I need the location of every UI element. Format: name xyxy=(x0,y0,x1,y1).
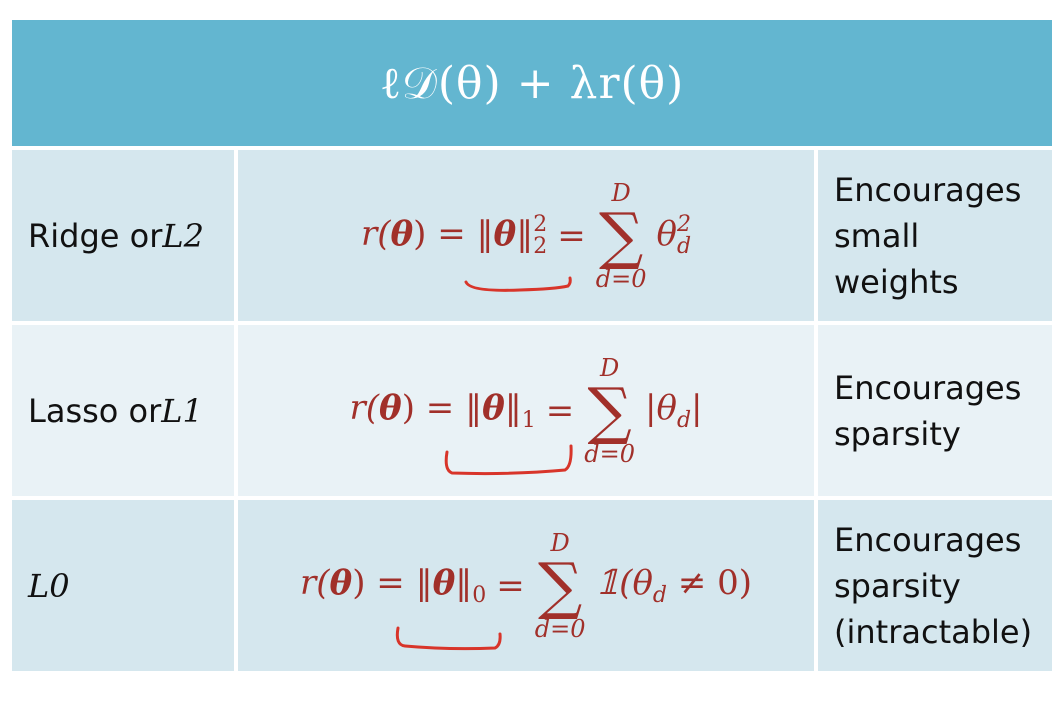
description-line: small xyxy=(834,216,920,255)
row-name-var: L1 xyxy=(161,391,203,430)
table-row-lasso: Lasso or L1 r(θ) = ‖θ‖1 = D ∑ d=0 |θd| E… xyxy=(12,325,1052,496)
summation-symbol: D ∑ d=0 xyxy=(534,528,586,643)
description-line: sparsity xyxy=(834,414,961,453)
description-line: Encourages xyxy=(834,170,1022,209)
row-name-cell: L0 xyxy=(12,500,234,671)
row-name-cell: Ridge or L2 xyxy=(12,150,234,321)
description-line: Encourages xyxy=(834,368,1022,407)
description-line: sparsity xyxy=(834,566,961,605)
row-name-var: L0 xyxy=(28,566,70,605)
lasso-formula: r(θ) = ‖θ‖1 = D ∑ d=0 |θd| xyxy=(349,353,703,468)
regularization-table: ℓ𝒟(θ) + λr(θ) Ridge or L2 r(θ) = ‖θ‖ 2 2 =… xyxy=(12,20,1052,671)
l0-formula: r(θ) = ‖θ‖0 = D ∑ d=0 𝟙(θd ≠ 0) xyxy=(299,528,753,643)
table-row-l0: L0 r(θ) = ‖θ‖0 = D ∑ d=0 𝟙(θd ≠ 0) Encou… xyxy=(12,500,1052,671)
row-name-prefix: Lasso or xyxy=(28,391,162,430)
description-line: (intractable) xyxy=(834,612,1033,651)
row-name-prefix: Ridge or xyxy=(28,216,163,255)
formula-cell: r(θ) = ‖θ‖0 = D ∑ d=0 𝟙(θd ≠ 0) xyxy=(238,500,814,671)
objective-formula: ℓ𝒟(θ) + λr(θ) xyxy=(379,57,685,109)
formula-cell: r(θ) = ‖θ‖1 = D ∑ d=0 |θd| xyxy=(238,325,814,496)
row-name-cell: Lasso or L1 xyxy=(12,325,234,496)
summation-symbol: D ∑ d=0 xyxy=(595,178,647,293)
row-name-var: L2 xyxy=(162,216,204,255)
table-header: ℓ𝒟(θ) + λr(θ) xyxy=(12,20,1052,146)
description-cell: Encourages sparsity (intractable) xyxy=(818,500,1052,671)
description-cell: Encourages small weights xyxy=(818,150,1052,321)
description-cell: Encourages sparsity xyxy=(818,325,1052,496)
summation-symbol: D ∑ d=0 xyxy=(584,353,636,468)
description-line: weights xyxy=(834,262,959,301)
description-line: Encourages xyxy=(834,520,1022,559)
